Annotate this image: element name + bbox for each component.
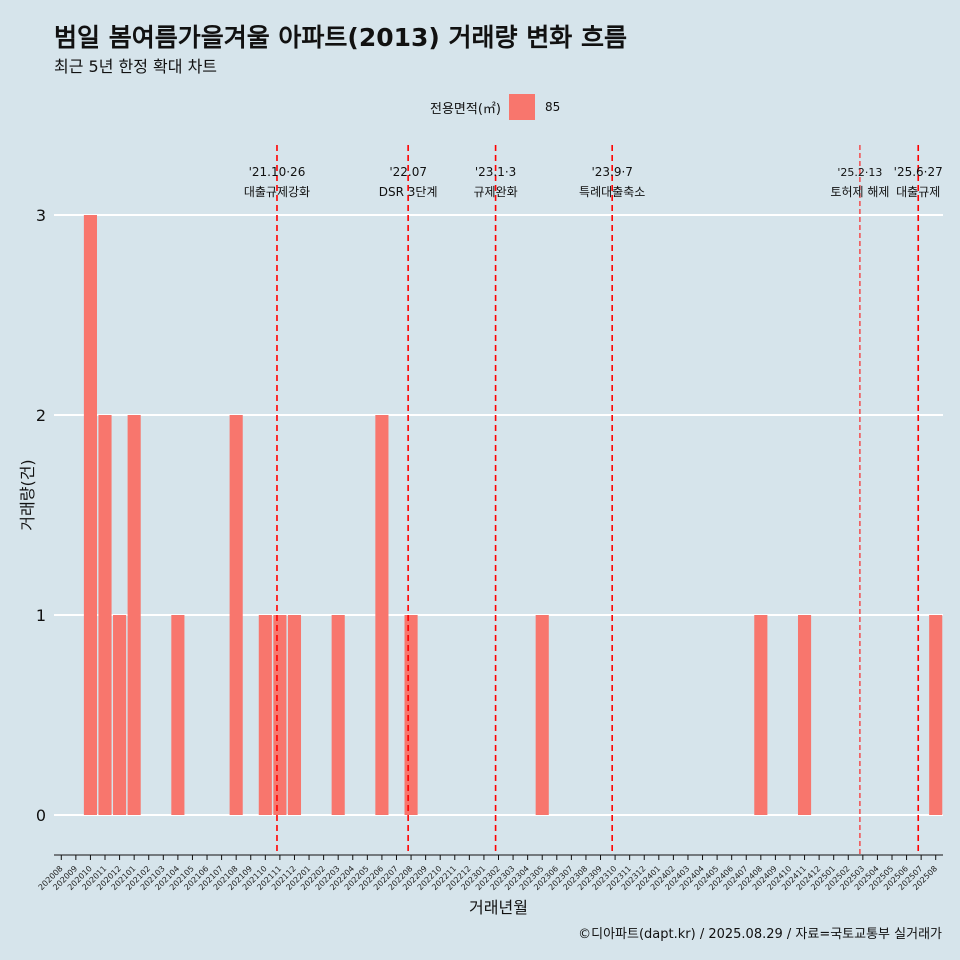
y-tick-label: 1	[36, 606, 46, 625]
bar	[797, 615, 812, 815]
bar	[754, 615, 768, 815]
event-date: '23.1·3	[475, 165, 516, 179]
event-date: '25.2·13	[837, 166, 882, 179]
event-label: 대출규제	[896, 185, 940, 199]
legend-key	[508, 94, 535, 120]
bar	[287, 615, 302, 815]
bar	[535, 615, 549, 815]
event-label: 대출규제강화	[244, 185, 310, 199]
bar	[375, 415, 389, 815]
event-date: '23.9·7	[591, 165, 632, 179]
x-axis-title: 거래년월	[469, 898, 528, 917]
y-tick-label: 3	[36, 206, 46, 225]
event-date: '21.10·26	[249, 165, 306, 179]
bar	[331, 615, 345, 815]
bar	[83, 215, 97, 815]
bar	[258, 615, 272, 815]
source-caption: ©디아파트(dapt.kr) / 2025.08.29 / 자료=국토교통부 실…	[578, 927, 942, 942]
legend-label: 85	[544, 100, 561, 114]
y-tick-label: 0	[36, 806, 46, 825]
bar	[229, 415, 243, 815]
bar	[113, 615, 127, 815]
legend: 전용면적(㎡) 85	[430, 93, 560, 121]
chart-subtitle: 최근 5년 한정 확대 차트	[54, 57, 218, 76]
event-date: '25.6·27	[894, 165, 943, 179]
event-label: 토허제 해제	[830, 185, 889, 199]
bar	[273, 615, 287, 815]
bar	[127, 415, 141, 815]
chart-title: 범일 봄여름가을겨울 아파트(2013) 거래량 변화 흐름	[54, 23, 627, 52]
event-label: 특례대출축소	[579, 185, 645, 199]
y-tick-label: 2	[36, 406, 46, 425]
bar	[929, 615, 943, 815]
legend-title: 전용면적(㎡)	[430, 101, 501, 117]
y-axis-title: 거래량(건)	[18, 459, 37, 530]
bar	[171, 615, 185, 815]
bar	[98, 415, 112, 815]
bar	[404, 615, 418, 815]
event-date: '22.07	[389, 165, 427, 179]
event-label: 규제완화	[473, 185, 517, 199]
event-label: DSR 3단계	[379, 185, 438, 199]
